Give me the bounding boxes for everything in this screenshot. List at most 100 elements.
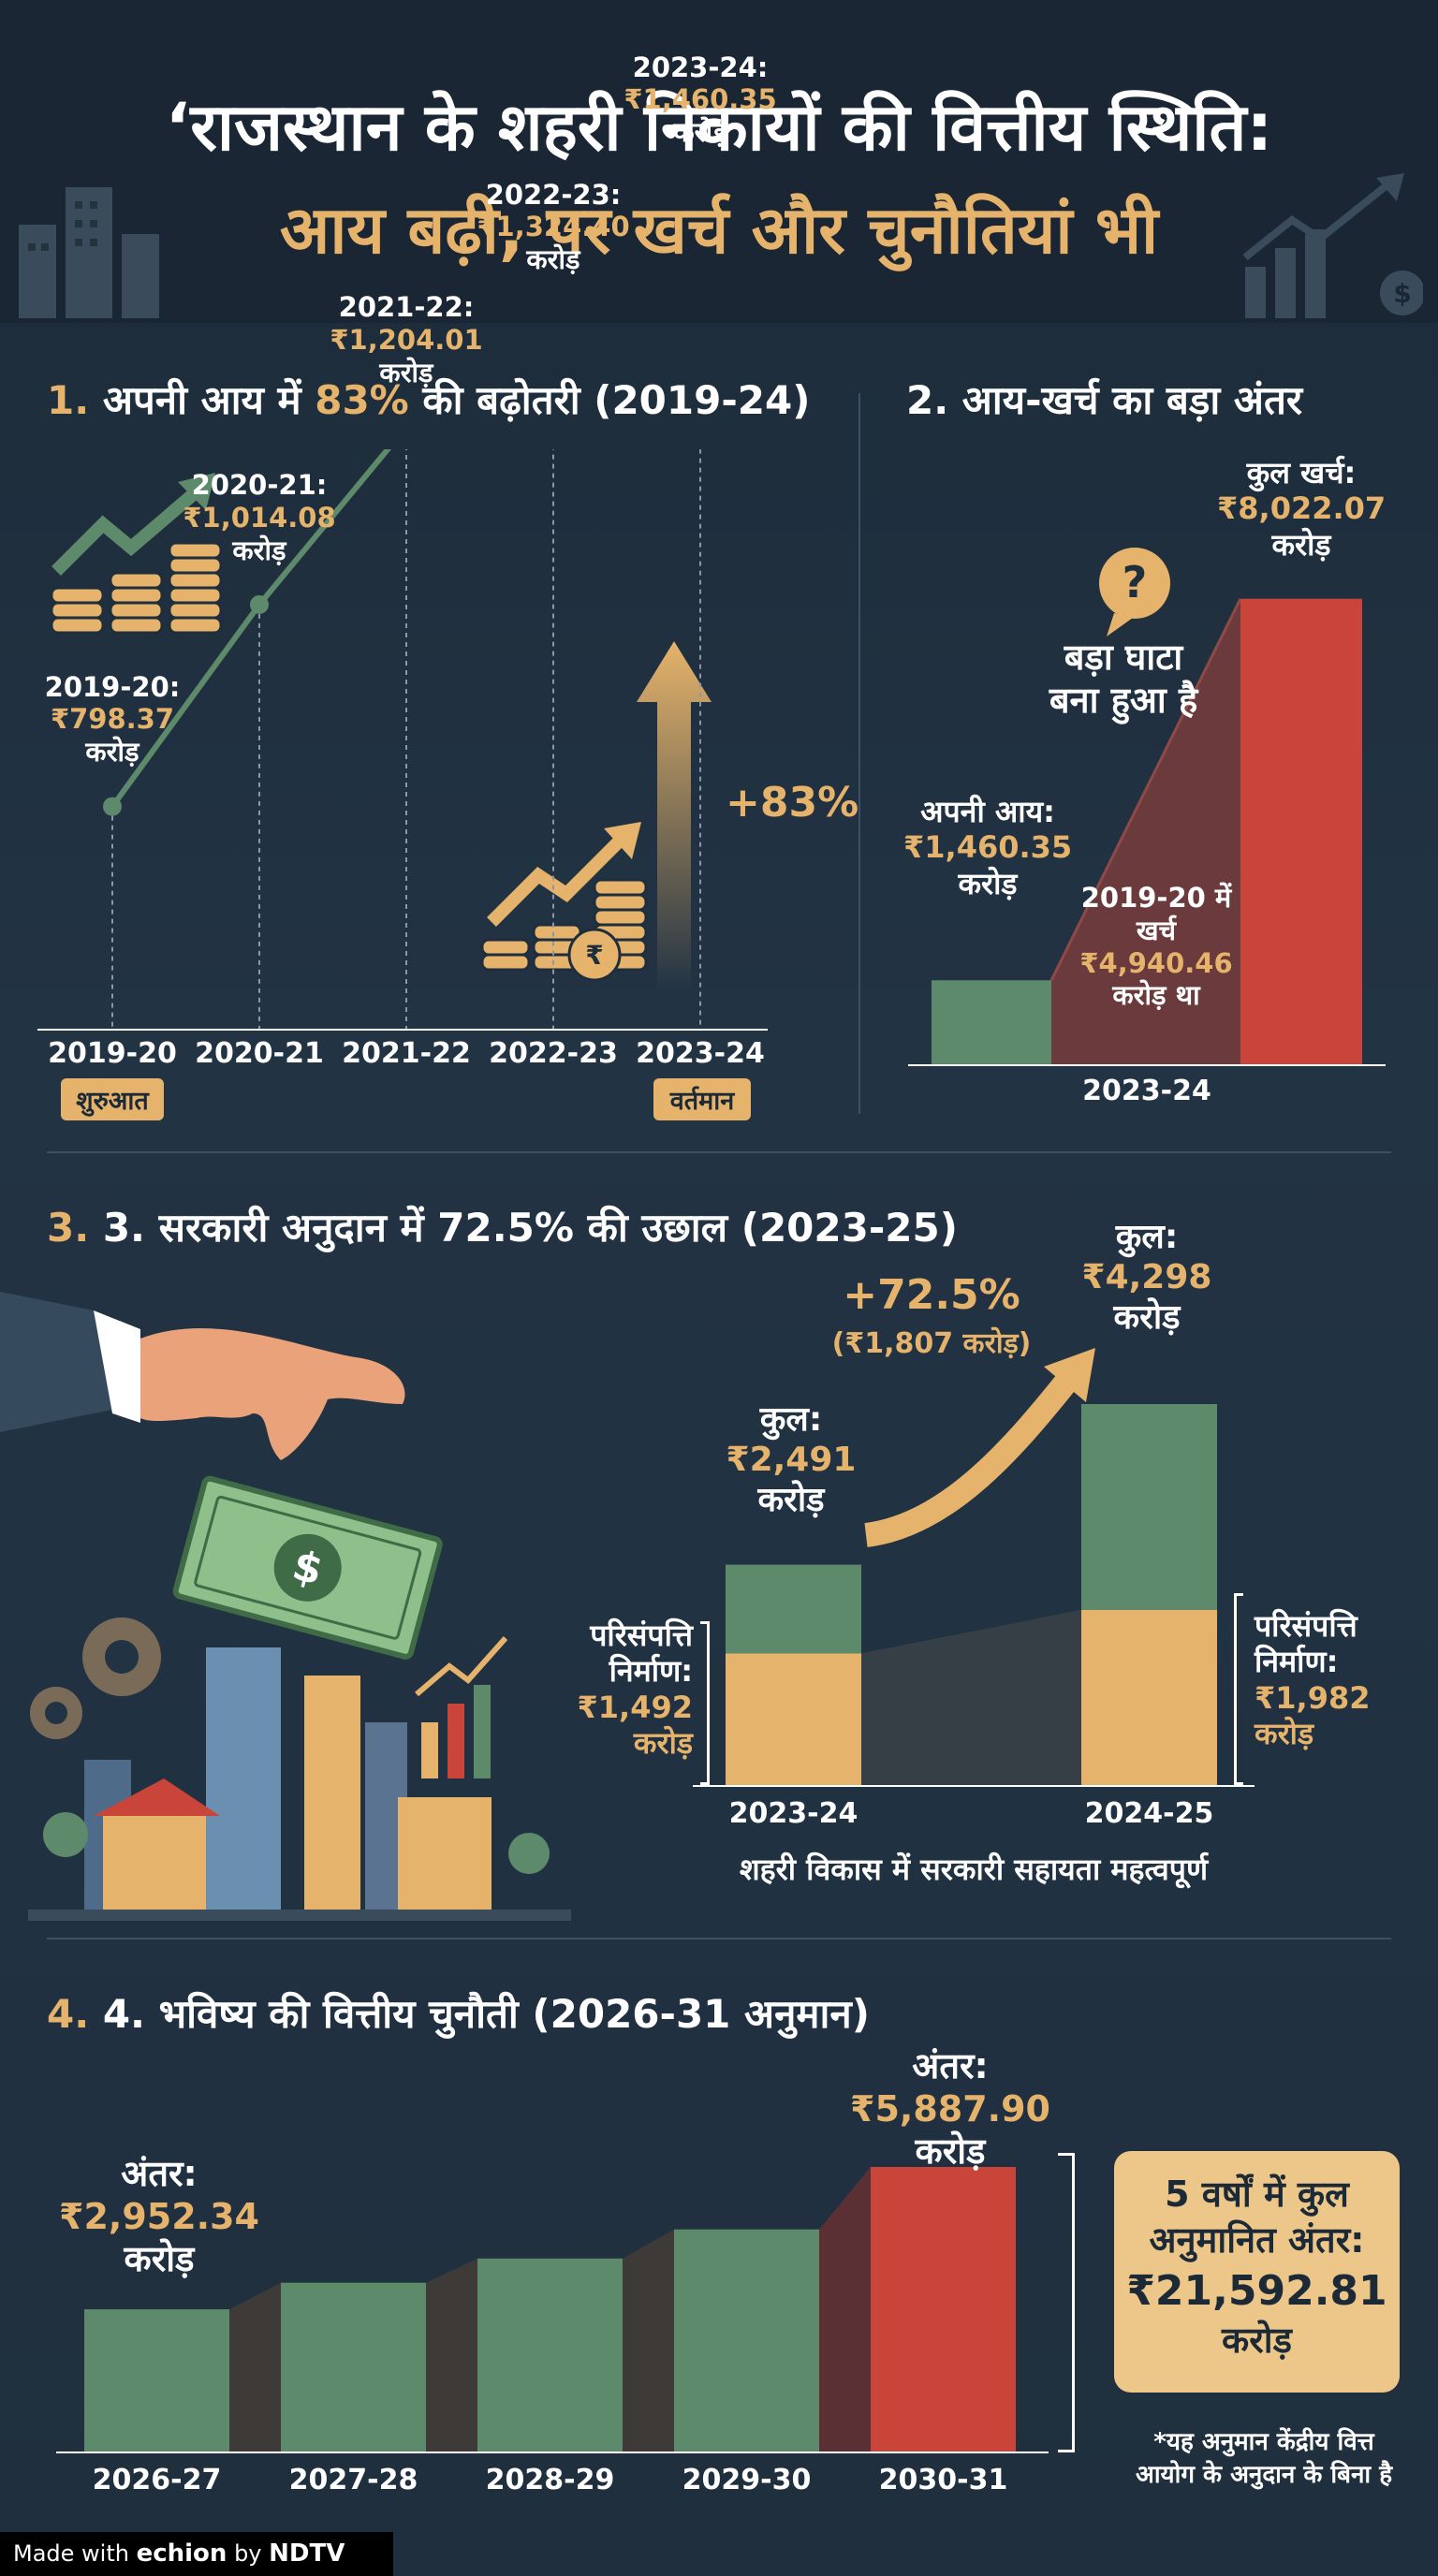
sleeve-icon <box>0 1292 140 1432</box>
s3-total-2425-block: कुल: ₹4,298 करोड़ <box>1067 1217 1226 1339</box>
hand-money-illustration: $ <box>0 1292 571 1921</box>
s1-point <box>103 797 122 816</box>
section3-title: 3. 3. सरकारी अनुदान में 72.5% की उछाल (2… <box>47 1205 958 1251</box>
s4-bar <box>84 2309 229 2452</box>
s1-income-line <box>110 449 392 809</box>
prev-expense-label2: खर्च <box>1136 914 1177 946</box>
prev-expense-value: ₹4,940.46 <box>1079 946 1233 979</box>
section1-title-suffix: की बढ़ोतरी (2019-24) <box>408 377 811 423</box>
prev-expense-block: 2019-20 में खर्च ₹4,940.46 करोड़ था <box>1067 882 1245 1012</box>
s4-last-gap-label: अंतर: <box>912 2045 989 2086</box>
summary-line2: अनुमानित अंतर: <box>1149 2219 1365 2261</box>
s3-total-2324-block: कुल: ₹2,491 करोड़ <box>712 1399 871 1521</box>
s3-bracket-right <box>1234 1593 1243 1785</box>
s4-bracket <box>1058 2153 1075 2452</box>
expense-unit: करोड़ <box>1271 526 1331 563</box>
s1-x-tick: 2019-20 <box>48 1037 177 1070</box>
s1-point-label: 2023-24: ₹1,460.35 करोड़ <box>616 51 785 149</box>
s3-other-bar <box>726 1564 861 1654</box>
s3-asset-unit-2425: करोड़ <box>1255 1716 1314 1752</box>
income-value: ₹1,460.35 <box>903 829 1073 866</box>
s1-point-label: 2019-20: ₹798.37 करोड़ <box>28 671 197 768</box>
s1-point-year: 2021-22: <box>338 290 475 323</box>
s3-caption: शहरी विकास में सरकारी सहायता महत्वपूर्ण <box>739 1852 1209 1887</box>
s1-point <box>250 594 269 614</box>
s4-x-tick: 2026-27 <box>92 2464 222 2496</box>
summary-value: ₹21,592.81 <box>1126 2266 1387 2315</box>
s1-point-label: 2022-23: ₹1,324.40 करोड़ <box>469 179 638 276</box>
s1-point-year: 2022-23: <box>485 178 622 211</box>
s4-connector <box>819 2167 871 2452</box>
s4-first-gap-block: अंतर: ₹2,952.34 करोड़ <box>37 2153 281 2281</box>
growth-arrow-curve <box>864 1372 1078 1547</box>
income-label: अपनी आय: <box>920 794 1055 829</box>
summary-unit: करोड़ <box>1222 2319 1292 2361</box>
s1-point-unit: करोड़ <box>232 534 286 566</box>
future-gap-chart <box>56 2167 1049 2453</box>
s4-bar <box>871 2167 1016 2452</box>
city-buildings-icon <box>28 1647 571 1921</box>
vertical-divider <box>858 393 860 1114</box>
gap-line1: बड़ा घाटा <box>1064 637 1183 678</box>
section3-title-text: 3. सरकारी अनुदान में 72.5% की उछाल (2023… <box>102 1205 958 1251</box>
s1-point-year: 2019-20: <box>44 670 181 703</box>
s4-connector <box>623 2229 674 2452</box>
s1-x-tick: 2023-24 <box>636 1037 765 1070</box>
s3-x-tick: 2024-25 <box>1084 1797 1214 1830</box>
s1-point-year: 2020-21: <box>191 468 328 501</box>
s4-first-gap-value: ₹2,952.34 <box>59 2195 259 2237</box>
s4-bar <box>674 2229 819 2452</box>
footer-credit: Made with echion by NDTV <box>0 2532 393 2576</box>
s3-asset-label1-2324: परिसंपत्ति <box>590 1617 693 1653</box>
s3-other-bar <box>1081 1404 1217 1610</box>
s3-growth-pct: +72.5% <box>843 1271 1020 1319</box>
s2-gap-wedge <box>1051 598 1240 1065</box>
s4-connector <box>426 2258 477 2452</box>
tree-icon <box>43 1812 550 1874</box>
s4-last-gap-block: अंतर: ₹5,887.90 करोड़ <box>829 2045 1072 2174</box>
summary-box: 5 वर्षों में कुल अनुमानित अंतर: ₹21,592.… <box>1114 2151 1400 2393</box>
s1-point-label: 2021-22: ₹1,204.01 करोड़ <box>322 291 491 388</box>
current-badge: वर्तमान <box>653 1078 751 1120</box>
s3-unit-2324: करोड़ <box>757 1481 825 1520</box>
footer-made-with: Made with <box>13 2540 137 2567</box>
prev-expense-unit: करोड़ था <box>1112 979 1200 1012</box>
s3-total-2324: ₹2,491 <box>726 1441 857 1480</box>
city-skyline-icon <box>19 187 159 318</box>
income-line-chart: ₹ <box>37 449 768 1031</box>
s3-asset-2425: ₹1,982 <box>1255 1679 1371 1716</box>
s1-point-unit: करोड़ <box>85 736 139 768</box>
s4-x-tick: 2029-30 <box>682 2464 812 2496</box>
s4-first-gap-unit: करोड़ <box>124 2238 195 2280</box>
s4-last-gap-value: ₹5,887.90 <box>850 2087 1050 2130</box>
s2-expense-bar <box>1240 598 1362 1065</box>
s1-point-value: ₹1,460.35 <box>624 83 777 116</box>
question-icon <box>1099 548 1170 619</box>
summary-line1: 5 वर्षों में कुल <box>1165 2174 1349 2215</box>
s3-total-label-2425: कुल: <box>1115 1218 1179 1256</box>
s3-x-tick: 2023-24 <box>728 1797 858 1830</box>
s4-x-tick: 2030-31 <box>878 2464 1008 2496</box>
s1-point-unit: करोड़ <box>379 356 433 388</box>
s2-income-bar <box>932 980 1051 1065</box>
growth-83-label: +83% <box>726 779 859 827</box>
s1-x-tick: 2022-23 <box>489 1037 618 1070</box>
rupee-coin-stack-icon: ₹ <box>480 822 648 982</box>
s4-bar <box>281 2282 426 2452</box>
section4-title-text: 4. भविष्य की वित्तीय चुनौती (2026-31 अनु… <box>102 1991 870 2037</box>
s2-year-tick: 2023-24 <box>1082 1075 1211 1107</box>
section2-title: 2. आय-खर्च का बड़ा अंतर <box>906 377 1303 423</box>
footer-brand-ndtv: NDTV <box>269 2539 345 2568</box>
s4-x-tick: 2027-28 <box>288 2464 418 2496</box>
s1-point-unit: करोड़ <box>526 243 580 276</box>
s4-last-gap-unit: करोड़ <box>915 2130 986 2173</box>
s4-connector <box>229 2282 281 2452</box>
section4-title: 4. 4. भविष्य की वित्तीय चुनौती (2026-31 … <box>47 1991 870 2037</box>
title-line2: आय बढ़ी, पर खर्च और चुनौतियां भी <box>279 192 1159 269</box>
s3-connector <box>861 1609 1081 1786</box>
section1-title-highlight: 83% <box>315 377 409 423</box>
s4-x-tick: 2028-29 <box>485 2464 615 2496</box>
section1-title: 1. अपनी आय में 83% की बढ़ोतरी (2019-24) <box>47 373 810 426</box>
expense-label-block: कुल खर्च: ₹8,022.07 करोड़ <box>1217 455 1386 563</box>
